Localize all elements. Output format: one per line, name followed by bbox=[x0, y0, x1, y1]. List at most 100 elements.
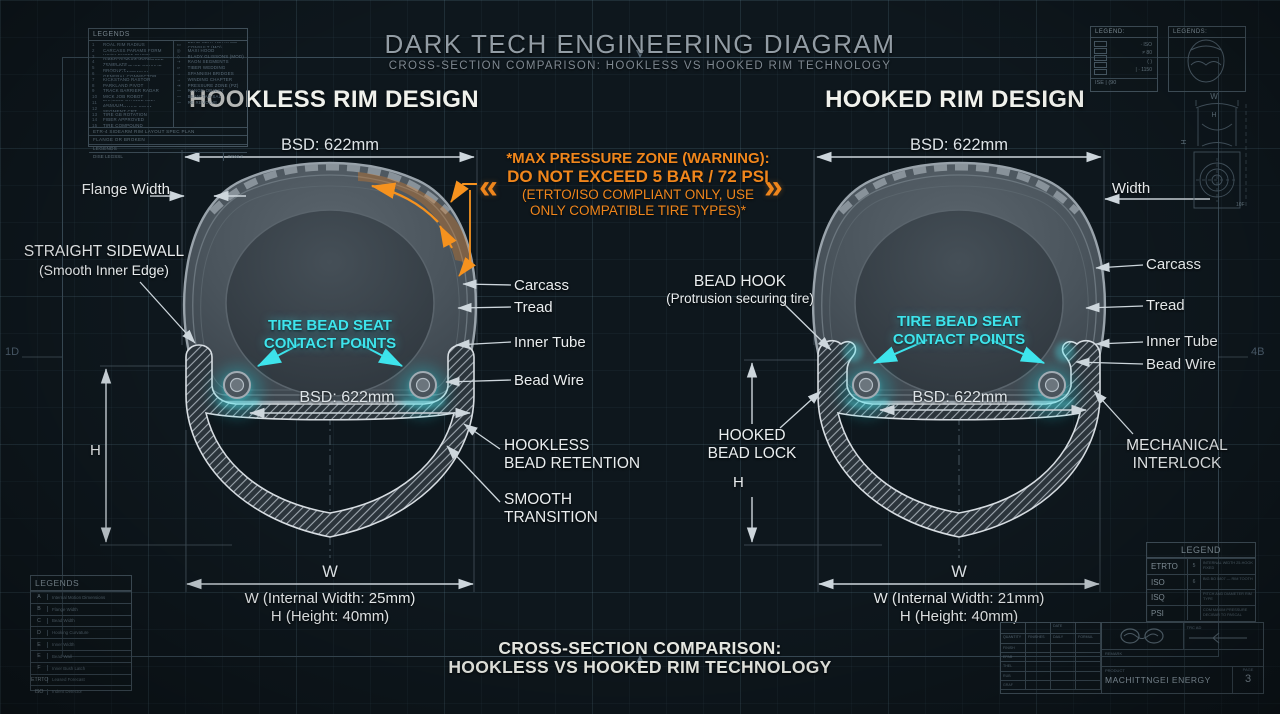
tread-cell: TRC AD bbox=[1184, 623, 1263, 649]
hooked-bead-wire-label: Bead Wire bbox=[1146, 356, 1217, 373]
legend-row: PSI COM MAXIM PRESSURE DECIBAR TO PASCAL bbox=[1147, 604, 1255, 621]
legend-row: B Flange Width bbox=[31, 602, 131, 615]
hookless-bsd-top: BSD: 622mm bbox=[280, 136, 380, 154]
page-cell: PAGE 3 bbox=[1233, 667, 1263, 693]
title-block-col: FORMUL bbox=[1076, 634, 1101, 643]
legend-row: D Hooking Curvature bbox=[31, 626, 131, 638]
legend-row: ⇥ PRESSURE ZONE (PZ) bbox=[176, 82, 239, 88]
interlock-label1: MECHANICAL bbox=[1126, 437, 1228, 454]
legend-footer-rows: ETR-4 SIDEARM RIM LAYOUT SPEC PLAN FLANGE… bbox=[89, 128, 247, 154]
title-block: DATE QUANTITY FINISHES DAILY FORMUL FINISH E… bbox=[1000, 622, 1264, 694]
smooth-transition-label2: TRANSITION bbox=[504, 509, 598, 526]
legend-row: A Internal Motion Dimensions bbox=[31, 591, 131, 603]
warning-chevron-right-icon: » bbox=[764, 168, 783, 206]
title-block-row: RUB bbox=[1001, 671, 1101, 681]
title-block-grid: DATE QUANTITY FINISHES DAILY FORMUL FINISH E… bbox=[1001, 623, 1102, 693]
legend-top-right-a-box: LEGEND: · ISO ≠ 80( ) | · 1150 ISE | (90 bbox=[1090, 26, 1158, 92]
legend-bottom-left-box: LEGENDS A Internal Motion Dimensions B Fla… bbox=[30, 575, 132, 695]
legend-row: ▱ TIBER WEDDING bbox=[176, 65, 226, 71]
page-number: 3 bbox=[1244, 673, 1252, 685]
legend-row: ▭BEAD SEAT RETRACE CONSULT (MO) bbox=[176, 42, 238, 48]
legend-row: 5POULIDES BASE SCHRAD PRODUCT bbox=[92, 65, 162, 71]
legend-row: 7 KICKSTAND RASTOR bbox=[92, 76, 151, 82]
legend-footer-row: ETR-4 SIDEARM RIM LAYOUT SPEC PLAN bbox=[89, 128, 247, 137]
legend-footer-row: FLANGE OR BROKEN bbox=[89, 136, 247, 145]
legend-row: 6ARROW ANNUNKAR GENERAL CONNECTOR bbox=[92, 70, 157, 77]
hooked-bead-seat-label1: TIRE BEAD SEAT bbox=[897, 313, 1021, 330]
legend-a-row: · ISO bbox=[1140, 42, 1152, 48]
title-block-row: GRAF bbox=[1001, 680, 1101, 690]
legend-top-left-title: LEGENDS bbox=[89, 29, 247, 41]
legend-row: ◎ MAXI HOOD bbox=[176, 47, 215, 53]
product-label: PRODUCT bbox=[1105, 668, 1125, 673]
legend-symbol-list: ▭BEAD SEAT RETRACE CONSULT (MO)◎MAXI HOO… bbox=[174, 41, 247, 127]
legend-row: ETRTO 5 INTERNAL WIDTH 25-HOOK FIXED bbox=[1147, 558, 1255, 574]
legend-row: ⇢ RAON SEGMENTS bbox=[176, 59, 229, 65]
title-block-row: THEL bbox=[1001, 662, 1101, 672]
legend-top-right-b-box: LEGENDS: bbox=[1168, 26, 1246, 92]
hookless-bead-wire-label: Bead Wire bbox=[514, 372, 585, 389]
hooked-heading: HOOKED RIM DESIGN bbox=[825, 86, 1085, 113]
legend-row: 4RIDER RADIUS SCHEDULE TEMPLATE bbox=[92, 59, 164, 66]
hooked-tread-label: Tread bbox=[1146, 297, 1185, 314]
title-block-col: FINISHES bbox=[1026, 634, 1051, 643]
legend-row: E Inner Width bbox=[31, 638, 131, 650]
legend-row: — RE REVOLVE bbox=[176, 99, 218, 105]
legend-row: — BEAM TAB SAL bbox=[176, 94, 222, 100]
bead-lock-label2: BEAD LOCK bbox=[707, 445, 797, 462]
legend-footer-cells: DISE LEGSSL TXWL2 bbox=[89, 153, 247, 161]
legend-row: F Inner Bush Latch bbox=[31, 661, 131, 674]
tread-label: TRC AD bbox=[1186, 625, 1202, 630]
logo-scribble bbox=[1102, 623, 1184, 649]
legend-row: 10 MICK JOB ROBOT bbox=[92, 94, 144, 100]
hookless-retention-label1: HOOKLESS bbox=[504, 437, 590, 454]
legend-a-row: ≠ 80 bbox=[1142, 50, 1152, 57]
mini-note-label: 10F bbox=[1236, 202, 1245, 208]
hooked-bsd-top: BSD: 622mm bbox=[909, 136, 1009, 154]
legend-bottom-right-rows: ETRTO 5 INTERNAL WIDTH 25-HOOK FIXED ISO 6 B… bbox=[1147, 558, 1255, 621]
legend-row: 11ERASSIC STANCE MILT ANNUUM bbox=[92, 99, 155, 106]
legend-row: → WINDING CHAPTER bbox=[176, 76, 233, 82]
straight-sidewall-label: STRAIGHT SIDEWALL bbox=[23, 243, 185, 260]
page-title: DARK TECH ENGINEERING DIAGRAM bbox=[384, 29, 896, 59]
straight-sidewall-sub: (Smooth Inner Edge) bbox=[39, 262, 169, 278]
page-label: PAGE bbox=[1242, 667, 1254, 672]
product-value: MACHITTNGEI ENERGY bbox=[1105, 675, 1211, 685]
date-label: DATE bbox=[1051, 623, 1076, 633]
hooked-inner-tube-label: Inner Tube bbox=[1146, 333, 1218, 350]
title-block-rows: FINISH EPAB THEL RUB GRAF bbox=[1001, 644, 1101, 690]
smooth-transition-label1: SMOOTH bbox=[504, 491, 573, 508]
title-block-col: QUANTITY bbox=[1001, 634, 1026, 643]
title-block-row: EPAB bbox=[1001, 653, 1101, 663]
hookless-h-label: H bbox=[90, 442, 101, 459]
legend-row: 2 CARCASS PARAMS FORM bbox=[92, 47, 162, 53]
warning-line2: DO NOT EXCEED 5 BAR / 72 PSI bbox=[507, 167, 769, 186]
legend-bottom-left-title: LEGENDS bbox=[31, 576, 131, 591]
bead-hook-sub: (Protrusion securing tire) bbox=[666, 291, 814, 306]
mini-rim-oval-icon bbox=[1187, 39, 1225, 83]
legend-a-rows: · ISO ≠ 80( ) | · 1150 bbox=[1110, 41, 1154, 75]
legend-row: 3ROCK EXCEL GROUP INTERSECT STATION bbox=[92, 53, 151, 60]
hooked-w-label: W bbox=[951, 563, 967, 581]
product-cell: PRODUCT MACHITTNGEI ENERGY bbox=[1102, 667, 1233, 693]
legend-row: ◇ BLADY GLISSONS (MOD) bbox=[176, 53, 244, 59]
footer-line2: HOOKLESS VS HOOKED RIM TECHNOLOGY bbox=[448, 657, 832, 677]
hookless-bead-seat-label2: CONTACT POINTS bbox=[263, 335, 397, 352]
hookless-retention-label2: BEAD RETENTION bbox=[504, 455, 641, 472]
legend-footer-left: DISE LEGSSL bbox=[89, 153, 224, 161]
legend-row: 12LACOMANTIVO SCAN SEGMENT CRT bbox=[92, 105, 151, 112]
warning-line1: *MAX PRESSURE ZONE (WARNING): bbox=[506, 150, 770, 167]
flange-width-label: Flange Width bbox=[81, 181, 170, 198]
legend-row: 14 FIBER APPROVED bbox=[92, 117, 145, 123]
legend-row: ISQ PITCH AND DIAMETER RIM TYPE bbox=[1147, 589, 1255, 605]
hookless-height-note: H (Height: 40mm) bbox=[270, 608, 390, 625]
hookless-bsd-seat: BSD: 622mm bbox=[299, 389, 395, 406]
warning-line3: (ETRTO/ISO COMPLIANT ONLY, USE bbox=[521, 187, 755, 202]
hookless-heading: HOOKLESS RIM DESIGN bbox=[189, 86, 479, 113]
legend-footer-row: LEGENDS bbox=[89, 145, 247, 154]
legend-a-row: | · 1150 bbox=[1135, 66, 1153, 73]
legend-a-footer: ISE | (90 bbox=[1091, 78, 1157, 87]
legend-row: C Bead Width bbox=[31, 614, 131, 627]
